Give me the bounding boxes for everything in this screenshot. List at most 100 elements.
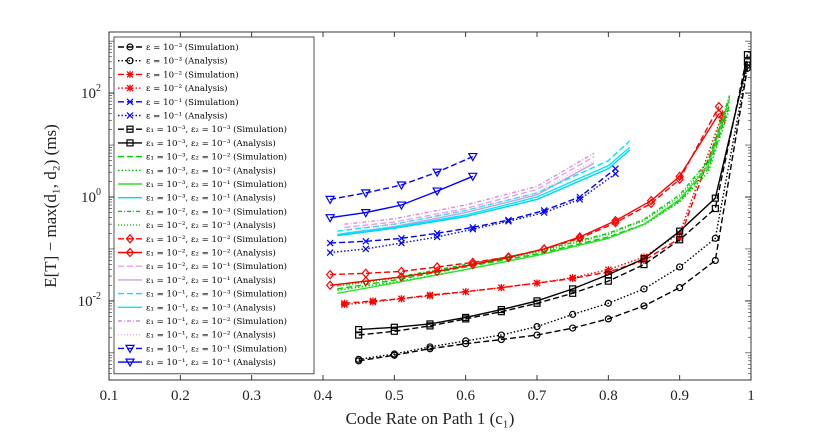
legend-label: ε = 10⁻³ (Analysis) [146,56,228,67]
legend-marker [124,344,136,354]
data-point [640,302,648,310]
data-point [640,253,648,261]
legend-label: ε = 10⁻¹ (Simulation) [146,97,239,108]
series-8 [337,104,731,290]
legend-entry: ε = 10⁻² (Analysis) [118,83,228,94]
legend-entry: ε₁ = 10⁻², ε₂ = 10⁻² (Simulation) [118,234,287,245]
data-point [714,108,724,119]
legend-box [113,36,315,375]
data-point [575,232,585,242]
legend-marker [126,139,134,147]
data-point [676,263,684,271]
data-point [711,234,719,242]
series-line [337,146,631,236]
data-point [361,276,371,287]
legend-entry: ε₁ = 10⁻¹, ε₂ = 10⁻² (Simulation) [118,316,287,327]
data-point [325,280,335,291]
series-line [344,155,595,229]
data-point [497,331,505,339]
data-point [504,252,513,263]
data-point [676,284,684,292]
data-point [497,284,505,292]
legend-entry: ε = 10⁻¹ (Simulation) [118,97,239,108]
legend-entry: ε₁ = 10⁻¹, ε₂ = 10⁻² (Analysis) [118,330,276,341]
legend-marker [126,70,134,78]
series-line [337,104,731,290]
x-tick-label: 0.4 [314,388,333,404]
data-point [432,266,442,277]
data-point [397,271,406,282]
series-line [344,113,724,306]
series-line [337,95,731,286]
legend-marker [126,57,134,65]
series-line [358,68,749,362]
legend: ε = 10⁻³ (Simulation) ε = 10⁻³ (Analysis)… [113,36,315,375]
data-point [575,233,585,244]
data-point [432,168,443,178]
data-point [640,255,648,263]
legend-label: ε₁ = 10⁻¹, ε₂ = 10⁻² (Analysis) [146,330,276,341]
series-10 [337,97,731,294]
legend-label: ε = 10⁻³ (Simulation) [146,42,239,53]
legend-marker [126,98,134,106]
series-1 [355,61,752,363]
series-line [358,54,749,336]
series-16 [344,155,595,229]
series-23 [325,172,478,223]
series-15 [325,108,724,291]
series-21 [344,160,595,230]
data-point [467,172,478,182]
axes-box [108,31,752,381]
data-point [390,327,398,335]
data-point [675,171,684,182]
legend-entry: ε₁ = 10⁻¹, ε₂ = 10⁻¹ (Analysis) [118,357,276,368]
data-point [326,249,334,257]
legend-label: ε = 10⁻¹ (Analysis) [146,111,228,122]
series-line [330,113,720,286]
data-point [426,343,434,351]
data-point [569,289,577,297]
data-point [462,313,470,322]
x-tick-label: 0.3 [242,388,261,404]
series-0 [355,64,752,365]
legend-label: ε₁ = 10⁻¹, ε₂ = 10⁻¹ (Analysis) [146,357,276,368]
legend-entry: ε₁ = 10⁻², ε₂ = 10⁻³ (Analysis) [118,220,276,231]
data-point [468,259,478,270]
data-point [325,269,335,280]
series-4 [326,165,619,247]
legend-marker [126,112,134,119]
x-tick-label: 0.2 [171,388,190,404]
series-line [329,155,474,201]
tick-layer: 0.1 0.2 0.3 0.4 0.5 0.6 0.7 0.8 0.9 1 10-2 100 102 [78,32,755,404]
data-point [355,326,363,334]
legend-label: ε₁ = 10⁻³, ε₂ = 10⁻³ (Analysis) [146,138,276,149]
data-point [397,295,405,303]
data-point [604,299,612,307]
data-point [362,245,370,253]
data-point [355,355,363,363]
legend-entry: ε₁ = 10⁻¹, ε₂ = 10⁻³ (Simulation) [118,289,287,300]
series-line [330,168,616,244]
data-point [390,350,398,358]
series-11 [337,149,631,237]
x-tick-label: 1 [747,388,755,404]
data-point [469,225,477,233]
data-point [325,214,336,223]
legend-label: ε₁ = 10⁻², ε₂ = 10⁻³ (Simulation) [146,206,287,217]
data-point [533,297,541,305]
legend-marker [126,84,134,92]
y-tick-label: 102 [81,83,101,102]
y-axis-label: E[T] − max(d₁, d₂) (ms) [41,124,60,288]
legend-entry: ε₁ = 10⁻², ε₂ = 10⁻¹ (Analysis) [118,275,276,286]
data-point [711,204,719,213]
data-point [396,201,407,211]
data-point [462,288,470,296]
data-point [676,229,684,237]
data-point [432,187,443,197]
data-point [426,292,434,300]
series-19 [337,146,631,236]
data-point [397,266,406,277]
data-point [497,335,505,344]
legend-entry: ε₁ = 10⁻², ε₂ = 10⁻² (Analysis) [118,248,276,259]
